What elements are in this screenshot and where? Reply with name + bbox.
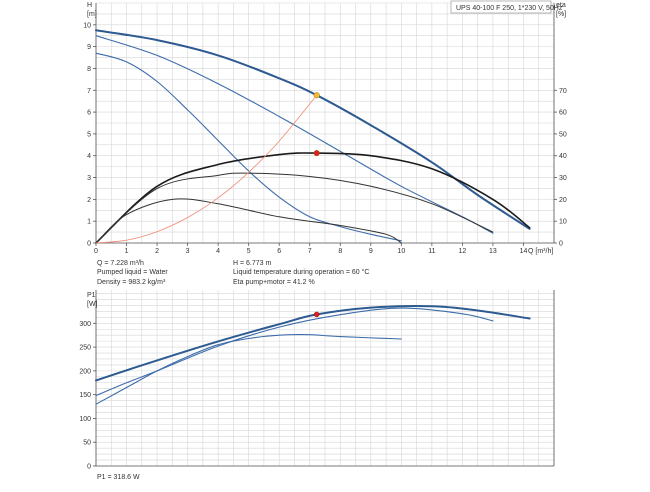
operating-point-eta-marker <box>313 150 320 157</box>
head-tick-label: 4 <box>87 153 91 160</box>
operating-point-p1-marker <box>313 311 320 318</box>
power-tick-label: 250 <box>79 345 91 352</box>
eta-tick-label: 70 <box>559 88 567 95</box>
power-axis-label-line2: [W] <box>87 301 98 308</box>
flow-axis-label: Q [m³/h] <box>528 248 553 255</box>
power-tick-label: 150 <box>79 392 91 399</box>
power-chart-series <box>95 305 531 405</box>
flow-tick-label: 4 <box>216 248 220 255</box>
eta-axis-label-line1: eta <box>556 2 566 9</box>
power-tick-label: 200 <box>79 368 91 375</box>
info-head: H = 6.773 m <box>233 260 271 267</box>
chart-title: UPS 40-100 F 250, 1*230 V, 50Hz <box>456 5 563 12</box>
h-speed-2-curve <box>95 35 494 234</box>
eta-tick-label: 0 <box>559 241 563 248</box>
flow-tick-label: 7 <box>308 248 312 255</box>
eta-tick-label: 50 <box>559 131 567 138</box>
info-power: P1 = 318.6 W <box>97 474 140 481</box>
head-tick-label: 3 <box>87 175 91 182</box>
flow-tick-label: 6 <box>277 248 281 255</box>
head-tick-label: 0 <box>87 241 91 248</box>
head-tick-label: 7 <box>87 88 91 95</box>
eta-tick-label: 30 <box>559 175 567 182</box>
flow-tick-label: 14 <box>520 248 528 255</box>
eta-tick-label: 20 <box>559 197 567 204</box>
operating-point-h-marker <box>313 92 320 99</box>
head-chart-axes <box>93 3 557 246</box>
flow-tick-label: 5 <box>247 248 251 255</box>
eta-speed-1-curve <box>95 198 402 244</box>
head-tick-label: 8 <box>87 66 91 73</box>
eta-axis-label-line2: [%] <box>556 11 566 18</box>
h-speed-3-curve <box>95 29 531 230</box>
head-chart-labels: 0 1 2 3 4 5 6 7 8 9 10 11 12 13 1401234567891001020304… <box>83 22 567 255</box>
power-tick-label: 100 <box>79 416 91 423</box>
flow-tick-label: 8 <box>338 248 342 255</box>
power-chart-labels: 0 50 100 150 200 250 300 <box>79 321 91 471</box>
power-chart-grid <box>95 290 555 467</box>
flow-tick-label: 13 <box>489 248 497 255</box>
info-flow: Q = 7.228 m³/h <box>97 260 144 267</box>
flow-tick-label: 12 <box>459 248 467 255</box>
system-curve-curve <box>95 94 318 244</box>
power-axis-label-line1: P1 <box>87 292 96 299</box>
info-pumped-liquid: Pumped liquid = Water <box>97 269 168 276</box>
power-chart-axes <box>93 290 555 467</box>
flow-tick-label: 10 <box>397 248 405 255</box>
head-tick-label: 6 <box>87 110 91 117</box>
head-axis-label-line2: [m] <box>87 11 97 18</box>
head-chart-markers <box>313 92 320 157</box>
head-chart-series <box>95 29 531 244</box>
power-tick-label: 50 <box>83 440 91 447</box>
p1-speed-2-curve <box>95 307 494 397</box>
h-speed-1-curve <box>95 52 402 242</box>
eta-tick-label: 10 <box>559 219 567 226</box>
info-liquid-temperature: Liquid temperature during operation = 60… <box>233 268 369 276</box>
info-density: Density = 983.2 kg/m³ <box>97 279 166 286</box>
flow-tick-label: 3 <box>186 248 190 255</box>
head-tick-label: 1 <box>87 219 91 226</box>
flow-tick-label: 11 <box>428 248 435 255</box>
flow-tick-label: 0 <box>94 248 98 255</box>
head-chart-grid <box>95 2 555 244</box>
head-axis-label-line1: H <box>87 2 92 9</box>
eta-speed-2-curve <box>95 172 494 244</box>
head-tick-label: 2 <box>87 197 91 204</box>
head-tick-label: 9 <box>87 44 91 51</box>
info-efficiency: Eta pump+motor = 41.2 % <box>233 279 315 286</box>
flow-tick-label: 2 <box>155 248 159 255</box>
flow-tick-label: 9 <box>369 248 373 255</box>
eta-tick-label: 40 <box>559 153 567 160</box>
power-tick-label: 0 <box>87 464 91 471</box>
eta-tick-label: 60 <box>559 110 567 117</box>
p1-speed-1-curve <box>95 334 402 405</box>
power-chart-markers <box>313 311 320 318</box>
chart-title-box <box>450 0 552 14</box>
power-tick-label: 300 <box>79 321 91 328</box>
flow-tick-label: 1 <box>125 248 129 255</box>
head-tick-label: 10 <box>83 22 91 29</box>
head-tick-label: 5 <box>87 131 91 138</box>
